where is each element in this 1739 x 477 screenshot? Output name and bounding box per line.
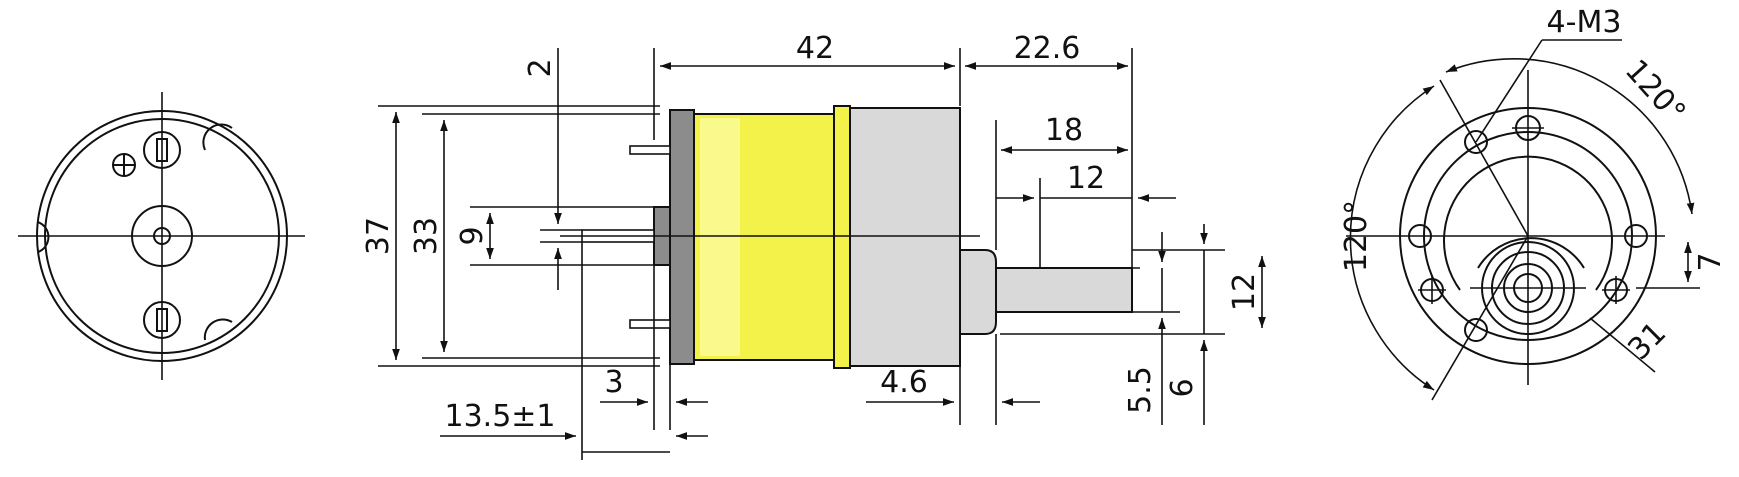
dim-5-5-label: 5.5 [1123, 366, 1158, 414]
dim-22-6-label: 22.6 [1014, 31, 1081, 66]
dim-9: 9 [455, 206, 654, 266]
dim-3-label: 3 [604, 365, 623, 400]
dim-37-label: 37 [361, 217, 396, 255]
dim-9-label: 9 [455, 226, 490, 245]
front-view: 4-M3 120° 120° 7 31 [1339, 5, 1728, 401]
dim-31-leader [1589, 317, 1656, 373]
label-4-m3: 4-M3 [1547, 5, 1622, 40]
terminal-bottom-icon [143, 301, 181, 339]
dim-31-label: 31 [1621, 315, 1673, 367]
rear-bearing-boss [131, 205, 193, 267]
rear-notch-bottom-right [203, 318, 233, 341]
dim-22-6: 22.6 [965, 31, 1133, 268]
terminal-top [629, 145, 671, 155]
rear-outer-circle [36, 110, 288, 362]
motor-flange [833, 105, 851, 369]
dim-13-5: 13.5±1 [440, 242, 708, 460]
gearbox [849, 107, 961, 367]
angle-120-top-label: 120° [1618, 53, 1692, 130]
dim-33: 33 [409, 113, 660, 359]
dim-42-label: 42 [796, 31, 834, 66]
angle-arc-top [1445, 58, 1695, 215]
terminal-bottom [629, 319, 671, 329]
dim-12-top: 12 [996, 161, 1176, 268]
dim-5-5: 5.5 [1123, 232, 1180, 425]
rear-view [18, 92, 305, 380]
dim-42: 42 [653, 31, 961, 140]
dim-4-6: 4.6 [866, 334, 1040, 425]
angle-arc-left [1349, 85, 1435, 391]
radial-leader-bottom [1431, 235, 1529, 401]
dim-12-shaft: 12 [1000, 249, 1266, 335]
front-boss-arc [1477, 237, 1585, 269]
rear-inner-circle [44, 118, 280, 354]
dim-18: 18 [995, 113, 1128, 250]
dim-4-6-label: 4.6 [880, 365, 928, 400]
terminal-top-icon [143, 131, 181, 169]
angle-120-left-label: 120° [1339, 200, 1374, 272]
end-cap [669, 109, 695, 365]
dim-3: 3 [600, 265, 708, 430]
dim-33-label: 33 [409, 217, 444, 255]
side-view [560, 105, 1140, 369]
dim-37: 37 [361, 105, 660, 367]
rear-notch-top-right [202, 123, 233, 151]
m3-leader [1475, 39, 1543, 143]
dim-7-label: 7 [1693, 252, 1728, 271]
dim-6-label: 6 [1165, 378, 1200, 397]
dim-6: 6 [1165, 224, 1208, 425]
dim-18-label: 18 [1045, 113, 1083, 148]
output-shaft [995, 267, 1133, 313]
dim-12-shaft-label: 12 [1227, 273, 1262, 311]
dim-12-top-label: 12 [1067, 161, 1105, 196]
output-boss [959, 249, 997, 335]
dim-2-label: 2 [523, 58, 558, 77]
dim-2: 2 [523, 48, 582, 290]
rear-shaft-center [153, 227, 171, 245]
dim-13-5-label: 13.5±1 [444, 399, 555, 434]
plus-marker-icon [112, 153, 136, 177]
rear-notch-left [37, 221, 50, 253]
